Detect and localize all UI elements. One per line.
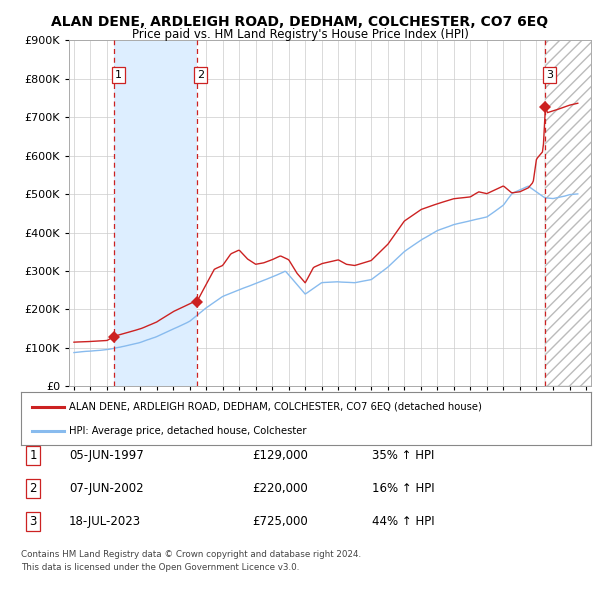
Text: Price paid vs. HM Land Registry's House Price Index (HPI): Price paid vs. HM Land Registry's House … [131, 28, 469, 41]
Text: ALAN DENE, ARDLEIGH ROAD, DEDHAM, COLCHESTER, CO7 6EQ (detached house): ALAN DENE, ARDLEIGH ROAD, DEDHAM, COLCHE… [70, 402, 482, 412]
Text: 3: 3 [29, 515, 37, 528]
Text: 1: 1 [115, 70, 122, 80]
Text: £129,000: £129,000 [252, 449, 308, 462]
Text: 2: 2 [197, 70, 205, 80]
Text: Contains HM Land Registry data © Crown copyright and database right 2024.: Contains HM Land Registry data © Crown c… [21, 550, 361, 559]
Text: 07-JUN-2002: 07-JUN-2002 [69, 482, 143, 495]
Text: £725,000: £725,000 [252, 515, 308, 528]
Text: 35% ↑ HPI: 35% ↑ HPI [372, 449, 434, 462]
Text: 44% ↑ HPI: 44% ↑ HPI [372, 515, 434, 528]
Text: HPI: Average price, detached house, Colchester: HPI: Average price, detached house, Colc… [70, 426, 307, 436]
Text: 2: 2 [29, 482, 37, 495]
Bar [114, 40, 197, 386]
Text: ALAN DENE, ARDLEIGH ROAD, DEDHAM, COLCHESTER, CO7 6EQ: ALAN DENE, ARDLEIGH ROAD, DEDHAM, COLCHE… [52, 15, 548, 29]
Text: 18-JUL-2023: 18-JUL-2023 [69, 515, 141, 528]
Text: £220,000: £220,000 [252, 482, 308, 495]
Text: 1: 1 [29, 449, 37, 462]
Text: 16% ↑ HPI: 16% ↑ HPI [372, 482, 434, 495]
Text: 05-JUN-1997: 05-JUN-1997 [69, 449, 144, 462]
Text: 3: 3 [546, 70, 553, 80]
Text: This data is licensed under the Open Government Licence v3.0.: This data is licensed under the Open Gov… [21, 563, 299, 572]
Bar [545, 40, 600, 386]
